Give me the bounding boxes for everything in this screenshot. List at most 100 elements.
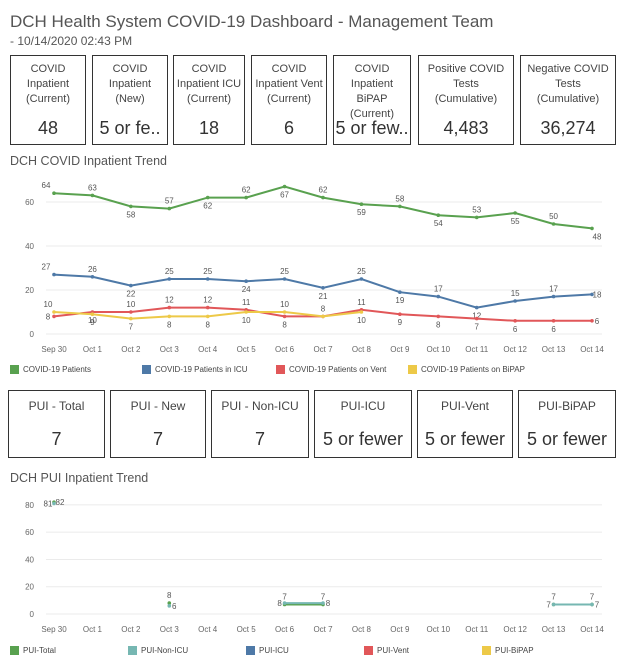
- kpi-label: COVID Inpatient (New): [108, 63, 152, 105]
- data-label: 62: [319, 186, 328, 195]
- data-label: 15: [511, 289, 520, 298]
- data-point-covid-19-patients-in-icu: [52, 272, 56, 277]
- data-point-covid-19-patients: [90, 193, 95, 198]
- kpi-pui-new[interactable]: PUI - New 7: [110, 390, 206, 458]
- data-point-covid-19-patients-on-vent: [205, 305, 210, 310]
- data-label: 10: [280, 300, 289, 309]
- data-point-covid-19-patients-on-bipap: [129, 316, 133, 321]
- y-tick-label: 80: [25, 501, 34, 510]
- kpi-positive-tests[interactable]: Positive COVID Tests (Cumulative) 4,483: [418, 55, 514, 145]
- data-label: 22: [126, 290, 135, 299]
- kpi-label: COVID Inpatient (Current): [25, 63, 70, 105]
- x-tick-label: Oct 10: [426, 625, 450, 634]
- data-label: 8: [205, 320, 210, 329]
- legend-item: PUI-Vent: [364, 646, 409, 655]
- kpi-label: PUI-Vent: [440, 399, 490, 413]
- data-label: 7: [129, 323, 134, 332]
- data-point-covid-19-patients-on-vent: [436, 314, 441, 319]
- dashboard-timestamp: - 10/14/2020 02:43 PM: [10, 34, 133, 48]
- data-label: 8: [326, 599, 331, 608]
- kpi-label: PUI - Total: [28, 399, 85, 413]
- kpi-label: Positive COVID Tests (Cumulative): [427, 63, 505, 105]
- trend2-title: DCH PUI Inpatient Trend: [10, 471, 149, 485]
- kpi-covid-inpatient-vent[interactable]: COVID Inpatient Vent (Current) 6: [251, 55, 327, 145]
- kpi-label: Negative COVID Tests (Cumulative): [527, 63, 609, 105]
- data-label: 50: [549, 212, 558, 221]
- data-point-pui-non-icu: [321, 601, 325, 605]
- data-label: 17: [434, 285, 443, 294]
- kpi-value: 4,483: [443, 118, 489, 138]
- data-point-covid-19-patients: [513, 211, 517, 215]
- data-label: 6: [513, 325, 518, 334]
- data-label: 27: [42, 263, 51, 272]
- data-point-covid-19-patients: [52, 191, 56, 195]
- data-label: 26: [88, 265, 97, 274]
- data-label: 62: [242, 186, 251, 195]
- legend-label: COVID-19 Patients: [23, 365, 92, 374]
- kpi-covid-inpatient-current[interactable]: COVID Inpatient (Current) 48: [10, 55, 86, 145]
- legend-label: COVID-19 Patients on Vent: [289, 365, 387, 374]
- kpi-covid-inpatient-new[interactable]: COVID Inpatient (New) 5 or fe..: [92, 55, 168, 145]
- data-point-covid-19-patients-on-bipap: [167, 314, 172, 319]
- data-point-covid-19-patients: [551, 222, 556, 226]
- data-label: 10: [88, 316, 97, 325]
- x-tick-label: Sep 30: [41, 345, 67, 354]
- kpi-value: 7: [152, 429, 163, 449]
- data-label: 10: [242, 316, 251, 325]
- data-point-covid-19-patients: [359, 202, 364, 206]
- kpi-label: PUI - Non-ICU: [221, 399, 299, 413]
- data-point-covid-19-patients-on-vent: [129, 310, 133, 314]
- data-point-pui-non-icu: [167, 604, 172, 608]
- data-point-covid-19-patients-in-icu: [282, 277, 287, 281]
- kpi-pui-vent[interactable]: PUI-Vent 5 or fewer: [417, 390, 513, 458]
- x-tick-label: Oct 11: [465, 345, 489, 354]
- y-tick-label: 0: [30, 330, 35, 339]
- data-label: 9: [90, 318, 95, 327]
- kpi-covid-inpatient-icu[interactable]: COVID Inpatient ICU (Current) 18: [173, 55, 245, 145]
- data-point-covid-19-patients: [129, 204, 133, 209]
- x-tick-label: Oct 12: [503, 625, 527, 634]
- x-tick-label: Oct 7: [313, 625, 333, 634]
- data-point-covid-19-patients: [282, 184, 287, 189]
- data-label: 17: [549, 285, 558, 294]
- data-label: 82: [56, 498, 65, 507]
- data-label: 7: [595, 600, 600, 609]
- data-point-pui-non-icu: [52, 501, 56, 506]
- data-point-covid-19-patients-in-icu: [474, 305, 479, 310]
- data-point-covid-19-patients-on-bipap: [282, 310, 287, 314]
- data-label: 58: [395, 194, 404, 203]
- data-point-covid-19-patients: [321, 195, 325, 200]
- data-point-covid-19-patients-on-vent: [551, 319, 556, 323]
- data-point-covid-19-patients-on-vent: [167, 305, 172, 310]
- y-tick-label: 20: [25, 583, 34, 592]
- kpi-covid-inpatient-bipap[interactable]: COVID Inpatient BiPAP (Current) 5 or few…: [333, 55, 411, 145]
- kpi-label: COVID Inpatient Vent (Current): [255, 63, 323, 105]
- legend-label: PUI-Total: [23, 646, 56, 655]
- legend-item: COVID-19 Patients in ICU: [142, 365, 247, 374]
- kpi-pui-non-icu[interactable]: PUI - Non-ICU 7: [211, 390, 309, 458]
- pui-inpatient-trend-chart: 0 20 40 60 80 Sep 30 Oct 1 Oct 2 Oct 3 Oct 4 Oct 5…: [25, 498, 604, 634]
- data-point-covid-19-patients-in-icu: [90, 275, 95, 279]
- kpi-pui-bipap[interactable]: PUI-BiPAP 5 or fewer: [518, 390, 616, 458]
- data-point-covid-19-patients: [398, 204, 402, 209]
- x-tick-label: Oct 3: [160, 345, 180, 354]
- data-label: 8: [46, 312, 51, 321]
- data-label: 25: [203, 267, 212, 276]
- kpi-pui-total[interactable]: PUI - Total 7: [8, 390, 105, 458]
- legend-item: COVID-19 Patients on BiPAP: [408, 365, 525, 374]
- legend-label: COVID-19 Patients in ICU: [155, 365, 248, 374]
- data-point-covid-19-patients-on-vent: [474, 316, 479, 321]
- data-label: 57: [165, 197, 174, 206]
- kpi-pui-icu[interactable]: PUI-ICU 5 or fewer: [314, 390, 412, 458]
- x-tick-label: Oct 12: [503, 345, 527, 354]
- data-point-covid-19-patients-on-vent: [398, 312, 402, 316]
- kpi-negative-tests[interactable]: Negative COVID Tests (Cumulative) 36,274: [520, 55, 616, 145]
- legend-swatch: [276, 365, 285, 374]
- data-point-covid-19-patients-on-vent: [282, 314, 287, 319]
- data-label: 67: [280, 191, 289, 200]
- legend-item: COVID-19 Patients on Vent: [276, 365, 386, 374]
- data-label: 6: [595, 317, 600, 326]
- y-tick-label: 0: [30, 610, 35, 619]
- data-point-covid-19-patients-on-bipap: [321, 314, 325, 319]
- data-label: 11: [357, 298, 366, 307]
